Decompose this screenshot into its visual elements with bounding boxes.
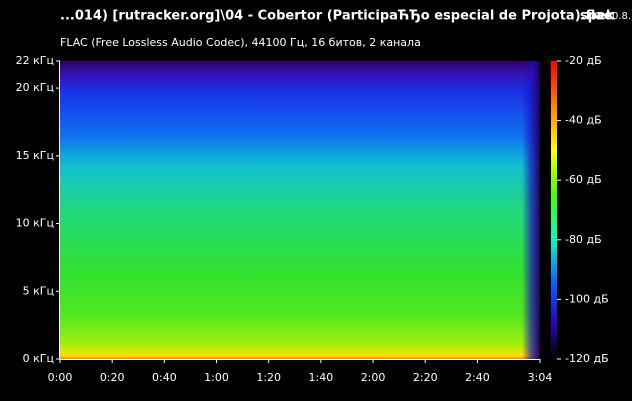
spectrogram (60, 61, 540, 359)
colorbar-tick-label: -60 дБ (565, 173, 602, 186)
x-tick-label: 2:00 (361, 371, 386, 384)
subtitle: FLAC (Free Lossless Audio Codec), 44100 … (60, 36, 421, 49)
app-name: spek (580, 9, 615, 24)
spectrogram-fade (522, 61, 540, 359)
y-tick-label: 0 кГц (23, 352, 54, 365)
colorbar-tick-label: -20 дБ (565, 54, 602, 67)
x-tick-label: 0:40 (152, 371, 177, 384)
x-tick-label: 1:00 (204, 371, 229, 384)
colorbar-tick-label: -100 дБ (565, 292, 609, 305)
app-version: 0.8.2 (612, 11, 632, 22)
x-tick-label: 2:20 (413, 371, 438, 384)
colorbar-tick-label: -80 дБ (565, 233, 602, 246)
x-tick-label: 3:04 (528, 371, 553, 384)
x-tick-label: 2:40 (465, 371, 490, 384)
y-tick-label: 5 кГц (23, 284, 54, 297)
y-tick-label: 20 кГц (16, 81, 54, 94)
y-tick-label: 15 кГц (16, 149, 54, 162)
chart-title: ...014) [rutracker.org]\04 - Cobertor (P… (60, 9, 612, 24)
x-tick-label: 0:00 (48, 371, 73, 384)
x-tick-label: 1:40 (309, 371, 334, 384)
colorbar (551, 61, 557, 359)
x-tick-label: 1:20 (256, 371, 281, 384)
y-tick-label: 22 кГц (16, 54, 54, 67)
colorbar-tick-label: -120 дБ (565, 352, 609, 365)
y-tick-label: 10 кГц (16, 217, 54, 230)
colorbar-tick-label: -40 дБ (565, 114, 602, 127)
x-tick-label: 0:20 (100, 371, 125, 384)
